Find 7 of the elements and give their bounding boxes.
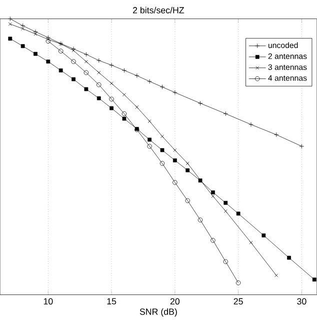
x-tick-label: 20 — [170, 298, 180, 305]
x-tick-label: 25 — [234, 298, 243, 305]
x-axis-title: SNR (dB) — [140, 308, 177, 317]
x-tick-label: 15 — [107, 298, 116, 304]
x-tick-label: 10 — [44, 298, 53, 305]
x-tick-label: 30 — [297, 298, 306, 305]
chart-title: 2 bits/sec/HZ — [133, 6, 184, 14]
